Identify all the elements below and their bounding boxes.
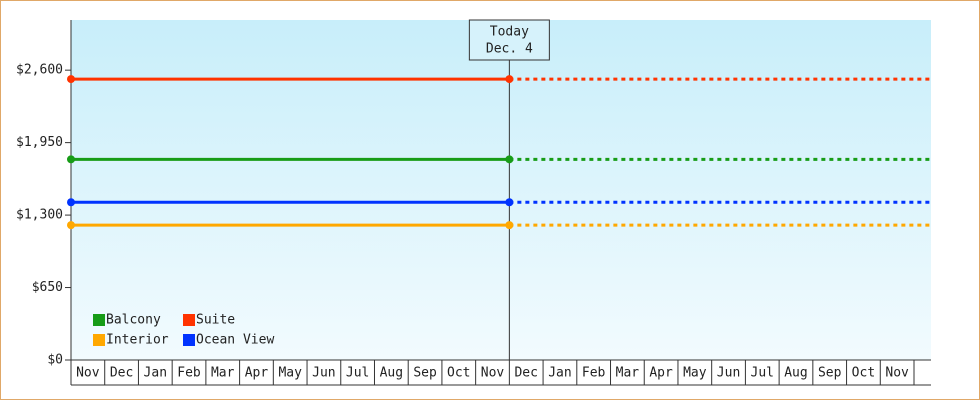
series-marker (67, 155, 75, 164)
x-tick-label: Apr (245, 366, 269, 381)
x-tick-label: Nov (76, 366, 100, 381)
x-tick-label: Oct (447, 366, 470, 381)
x-tick-label: Nov (885, 366, 909, 381)
x-tick-label: Mar (211, 366, 235, 381)
x-tick-label: Oct (852, 366, 875, 381)
series-marker (67, 75, 75, 84)
series-marker (505, 75, 514, 84)
x-tick-label: May (683, 366, 707, 381)
x-tick-label: Jul (751, 366, 774, 381)
x-tick-label: Jun (312, 366, 335, 381)
x-tick-label: Apr (649, 366, 673, 381)
series-marker (67, 198, 75, 207)
series-marker (505, 221, 514, 230)
today-box (468, 19, 550, 61)
x-tick-label: Feb (582, 366, 606, 381)
x-tick-label: Jul (346, 366, 369, 381)
y-tick-label: $2,600 (16, 63, 63, 78)
x-tick-label: Sep (413, 366, 437, 381)
x-tick-label: Dec (514, 366, 537, 381)
legend-swatch (93, 314, 105, 326)
series-marker (505, 198, 514, 207)
x-tick-label: Aug (784, 366, 807, 381)
today-label: Dec. 4 (486, 42, 533, 57)
x-tick-label: Jun (717, 366, 740, 381)
plot-area (71, 20, 931, 360)
legend-label: Balcony (106, 313, 161, 328)
legend-swatch (183, 314, 195, 326)
x-tick-label: Jan (548, 366, 571, 381)
legend-swatch (93, 334, 105, 346)
legend-label: Interior (106, 333, 169, 348)
x-tick-label: Jan (144, 366, 167, 381)
x-tick-label: May (278, 366, 302, 381)
x-tick-label: Aug (380, 366, 403, 381)
x-tick-label: Feb (177, 366, 201, 381)
y-tick-label: $0 (47, 353, 63, 368)
legend-label: Ocean View (196, 333, 274, 348)
legend-swatch (183, 334, 195, 346)
x-tick-label: Dec (110, 366, 133, 381)
x-tick-label: Nov (481, 366, 505, 381)
y-tick-label: $1,300 (16, 208, 63, 223)
x-tick-label: Mar (616, 366, 640, 381)
series-marker (67, 221, 75, 230)
y-tick-label: $650 (32, 280, 63, 295)
y-tick-label: $1,950 (16, 135, 63, 150)
today-label: Today (490, 25, 529, 40)
legend-label: Suite (196, 313, 235, 328)
x-tick-label: Sep (818, 366, 842, 381)
series-marker (505, 155, 514, 164)
